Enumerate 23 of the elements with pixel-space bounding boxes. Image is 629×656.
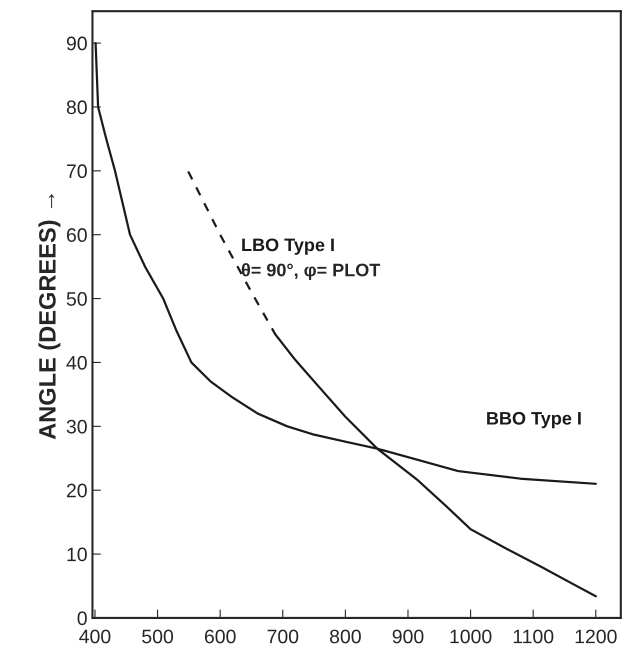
y-tick-label: 10: [67, 548, 87, 562]
annotation: θ= 90°, φ= PLOT: [242, 263, 380, 280]
x-tick-label: 1000: [450, 630, 492, 644]
y-tick-label: 30: [66, 420, 87, 434]
y-tick-label: 80: [66, 100, 87, 114]
y-tick-label: 90: [66, 36, 87, 50]
x-tick-label: 900: [392, 630, 424, 644]
series-label: LBO Type I: [242, 238, 334, 255]
y-tick-label: 60: [66, 228, 87, 242]
x-tick-label: 800: [330, 630, 361, 644]
text: BBO Type I: [487, 412, 581, 428]
y-tick-label: 70: [66, 164, 87, 178]
x-tick-label: 400: [79, 630, 110, 644]
x-tick-label: 600: [204, 630, 236, 644]
x-tick-label: 1100: [514, 630, 554, 644]
y-tick-label: 40: [66, 356, 87, 370]
y-tick-label: 0: [78, 611, 87, 626]
x-tick-label: 500: [142, 630, 174, 644]
x-tick-label: 1200: [576, 630, 617, 644]
y-tick-label: 50: [66, 292, 87, 306]
y-tick-label: 20: [66, 484, 87, 498]
y-axis-title: ANGLE (DEGREES) →: [38, 194, 60, 440]
x-tick-label: 700: [268, 630, 298, 644]
